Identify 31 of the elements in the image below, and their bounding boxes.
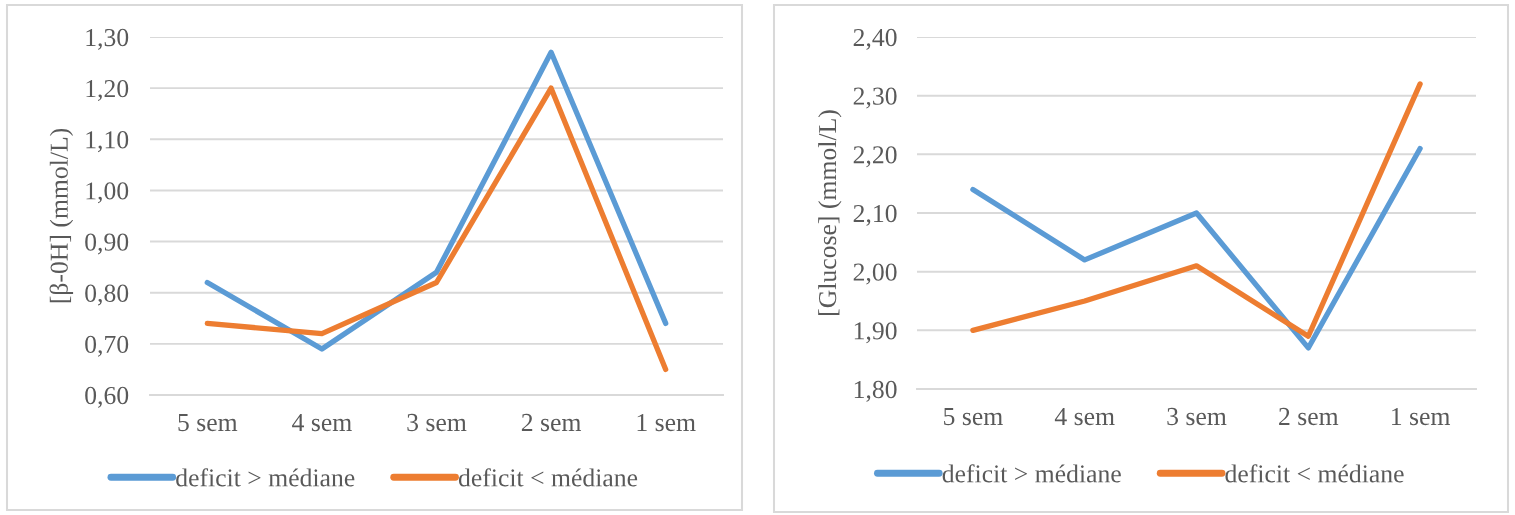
x-tick-label: 2 sem bbox=[1279, 407, 1339, 426]
y-tick-label: 0,70 bbox=[85, 335, 129, 357]
x-tick-label: 4 sem bbox=[292, 413, 352, 432]
y-tick-label: 2,40 bbox=[853, 28, 897, 50]
x-tick-label: 3 sem bbox=[407, 413, 467, 432]
x-tick-label: 2 sem bbox=[521, 413, 582, 432]
y-tick-label: 1,90 bbox=[854, 322, 897, 344]
y-axis-title: [β-0H] (mmol/L) bbox=[49, 128, 74, 303]
x-tick-label: 1 sem bbox=[637, 413, 696, 432]
y-tick-label: 2,20 bbox=[853, 146, 897, 168]
y-tick-label: 2,10 bbox=[853, 204, 897, 226]
y-tick-label: 0,60 bbox=[85, 386, 129, 408]
y-tick-label: 1,00 bbox=[86, 182, 129, 204]
y-axis-title: [Glucose] (mmol/L) bbox=[818, 110, 842, 315]
legend-label: deficit > médiane bbox=[176, 468, 355, 487]
y-tick-label: 2,30 bbox=[853, 87, 897, 109]
x-tick-label: 4 sem bbox=[1054, 407, 1115, 426]
y-tick-label: 1,80 bbox=[854, 380, 897, 402]
y-tick-label: 2,00 bbox=[853, 263, 897, 285]
y-tick-label: 0,80 bbox=[85, 284, 129, 306]
y-tick-label: 1,20 bbox=[86, 79, 129, 102]
legend-label: deficit > médiane bbox=[942, 464, 1121, 483]
legend-label: deficit < médiane bbox=[458, 468, 638, 487]
x-tick-label: 5 sem bbox=[944, 408, 1003, 426]
y-tick-label: 1,30 bbox=[86, 28, 129, 50]
y-tick-label: 0,90 bbox=[85, 233, 129, 255]
x-tick-label: 1 sem bbox=[1392, 407, 1451, 426]
legend-label: deficit < médiane bbox=[1225, 464, 1404, 483]
y-tick-label: 1,10 bbox=[86, 131, 129, 153]
x-tick-label: 3 sem bbox=[1167, 407, 1227, 426]
x-tick-label: 5 sem bbox=[178, 414, 238, 432]
